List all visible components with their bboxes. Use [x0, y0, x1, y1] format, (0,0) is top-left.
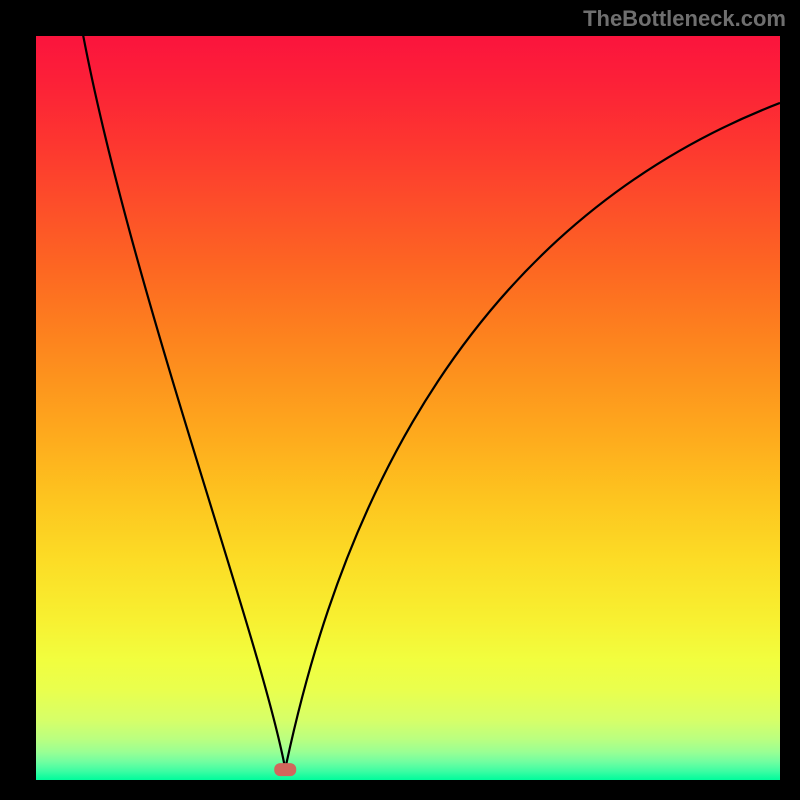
chart-svg [0, 0, 800, 800]
watermark-text: TheBottleneck.com [583, 6, 786, 32]
chart-canvas: TheBottleneck.com [0, 0, 800, 800]
gradient-background [36, 36, 780, 780]
optimal-point-marker [274, 763, 296, 776]
